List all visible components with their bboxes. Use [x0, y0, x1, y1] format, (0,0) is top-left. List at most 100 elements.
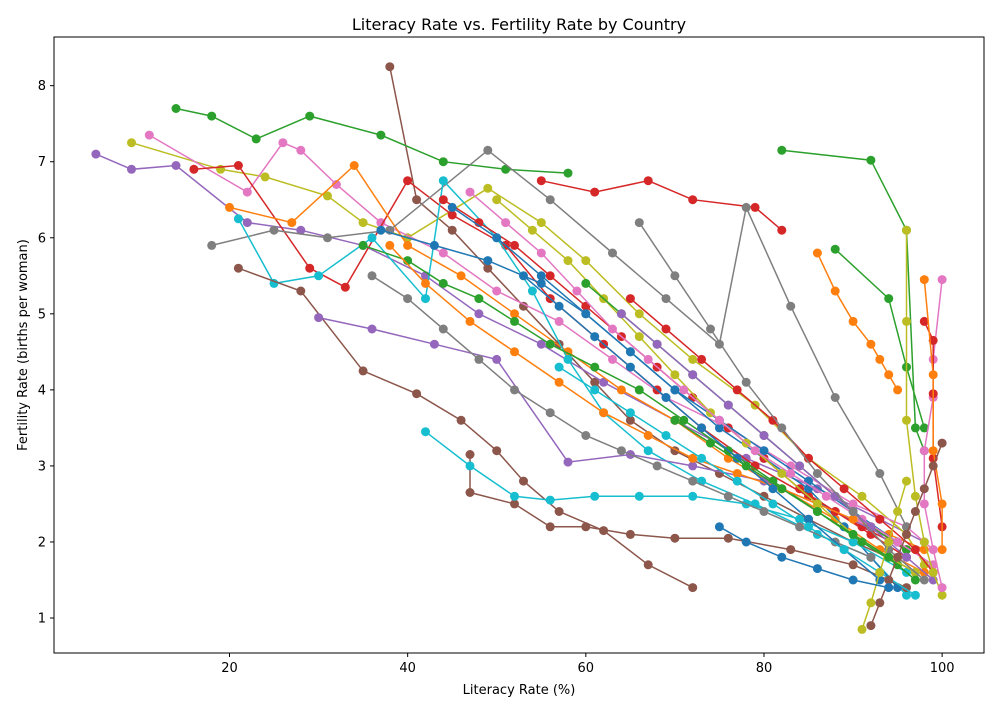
data-point	[447, 210, 457, 220]
series-line	[237, 179, 908, 596]
series-10	[233, 176, 911, 600]
data-point	[563, 457, 573, 467]
data-point	[884, 552, 894, 562]
data-point	[857, 491, 867, 501]
data-point	[768, 484, 778, 494]
data-point	[581, 309, 591, 319]
data-point	[875, 514, 885, 524]
data-point	[127, 164, 136, 174]
y-tick-label: 8	[38, 79, 46, 94]
data-point	[937, 275, 947, 285]
data-point	[340, 282, 350, 292]
data-point	[438, 157, 448, 167]
data-point	[554, 362, 564, 372]
data-point	[884, 575, 894, 585]
data-point	[233, 214, 243, 224]
data-point	[510, 499, 519, 509]
data-point	[358, 218, 368, 228]
data-point	[358, 240, 368, 250]
data-point	[492, 195, 502, 205]
data-point	[305, 111, 315, 121]
data-point	[474, 309, 484, 319]
data-point	[465, 488, 475, 497]
data-point	[438, 176, 448, 186]
data-point	[786, 545, 796, 555]
data-point	[242, 187, 252, 197]
data-point	[296, 145, 306, 155]
data-point	[741, 461, 751, 471]
data-point	[367, 233, 377, 243]
data-point	[616, 309, 626, 319]
data-point	[260, 172, 270, 182]
data-point	[812, 499, 822, 509]
data-point	[625, 415, 635, 425]
data-point	[447, 202, 457, 212]
data-point	[670, 271, 680, 281]
data-point	[616, 385, 626, 395]
data-point	[919, 575, 929, 585]
series-4	[127, 138, 929, 570]
data-point	[795, 522, 805, 532]
data-point	[697, 423, 707, 433]
data-point	[661, 431, 671, 440]
chart-title: Literacy Rate vs. Fertility Rate by Coun…	[352, 15, 686, 34]
y-tick-label: 3	[38, 459, 46, 474]
data-point	[483, 183, 493, 193]
data-point	[536, 339, 546, 349]
data-point	[866, 155, 876, 165]
data-point	[768, 415, 778, 425]
data-point	[545, 271, 555, 281]
x-axis: 20 40 60 80 100	[221, 653, 955, 676]
data-point	[688, 461, 698, 471]
data-point	[893, 385, 903, 395]
y-tick-label: 7	[38, 155, 46, 170]
data-point	[910, 507, 920, 516]
data-point	[732, 453, 742, 463]
data-point	[768, 499, 778, 509]
data-point	[545, 495, 555, 505]
data-point	[536, 278, 546, 288]
data-point	[510, 309, 519, 319]
x-tick-label: 20	[221, 661, 238, 676]
data-point	[902, 476, 911, 486]
data-point	[456, 415, 466, 425]
series-37	[714, 522, 894, 593]
data-point	[492, 286, 502, 296]
data-point	[866, 339, 876, 349]
data-point	[866, 598, 876, 608]
data-point	[510, 316, 519, 326]
y-tick-label: 5	[38, 307, 46, 322]
data-point	[795, 514, 805, 524]
data-point	[510, 385, 519, 395]
data-point	[643, 354, 653, 364]
data-point	[545, 522, 555, 532]
data-point	[483, 256, 493, 266]
data-point	[848, 575, 858, 585]
series-line	[469, 454, 907, 589]
data-point	[714, 415, 724, 425]
series-13	[465, 450, 911, 593]
data-point	[848, 499, 858, 509]
data-point	[741, 537, 751, 547]
data-point	[171, 161, 181, 170]
data-point	[937, 438, 947, 448]
data-point	[590, 187, 600, 197]
data-point	[519, 476, 528, 486]
data-point	[581, 256, 591, 266]
data-point	[937, 499, 947, 509]
data-point	[527, 286, 537, 296]
data-point	[536, 218, 546, 228]
data-point	[875, 567, 885, 577]
data-point	[608, 324, 617, 334]
data-point	[919, 560, 929, 570]
data-point	[590, 332, 600, 342]
data-point	[670, 370, 680, 380]
series-line	[719, 526, 889, 589]
data-point	[403, 176, 413, 186]
data-point	[581, 522, 591, 532]
data-point	[367, 324, 377, 334]
data-point	[501, 218, 511, 228]
data-point	[634, 218, 644, 228]
y-tick-label: 6	[38, 231, 46, 246]
data-point	[804, 514, 813, 524]
